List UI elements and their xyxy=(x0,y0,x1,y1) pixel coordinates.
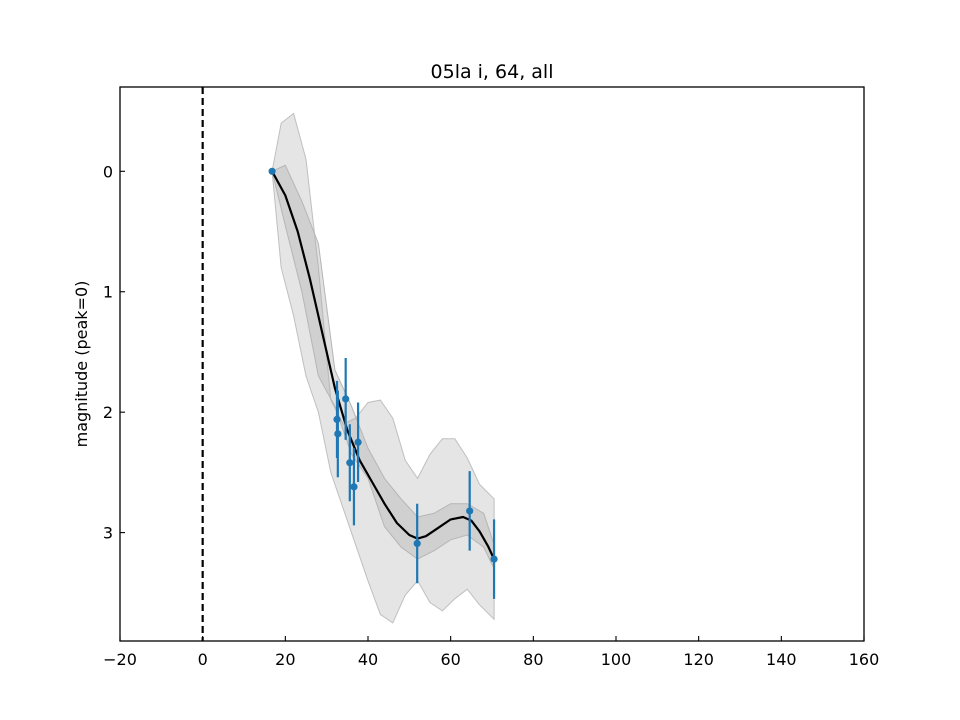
x-tick-label: 60 xyxy=(440,650,460,669)
axes-layer: −20 0 20 40 60 80 100 120 140 160 0 1 2 3 xyxy=(103,86,880,669)
data-point xyxy=(354,438,362,446)
y-axis-label: magnitude (peak=0) xyxy=(72,281,91,448)
x-tick-label: 160 xyxy=(849,650,880,669)
x-tick-label: 20 xyxy=(275,650,295,669)
x-tick-label: −20 xyxy=(103,650,137,669)
fit-curve-layer xyxy=(271,170,496,560)
y-tick-label: 0 xyxy=(103,162,113,181)
data-point xyxy=(466,507,474,515)
y-tick-label: 3 xyxy=(103,524,113,543)
x-tick-label: 100 xyxy=(601,650,632,669)
plot-frame xyxy=(119,86,865,642)
y-tick-label: 1 xyxy=(103,283,113,302)
data-points-layer xyxy=(268,167,498,599)
x-tick-label: 140 xyxy=(766,650,797,669)
data-point xyxy=(490,555,498,563)
x-tick-label: 120 xyxy=(683,650,714,669)
chart-title: 05la i, 64, all xyxy=(431,61,554,83)
x-tick-label: 0 xyxy=(198,650,208,669)
fit-curve xyxy=(271,170,496,560)
x-tick-label: 40 xyxy=(358,650,378,669)
data-point xyxy=(346,459,354,467)
x-tick-label: 80 xyxy=(523,650,543,669)
data-point xyxy=(334,430,342,438)
data-point xyxy=(413,539,421,548)
data-point xyxy=(268,167,276,175)
data-point xyxy=(350,483,358,491)
y-tick-label: 2 xyxy=(103,403,113,422)
data-point xyxy=(342,395,350,403)
